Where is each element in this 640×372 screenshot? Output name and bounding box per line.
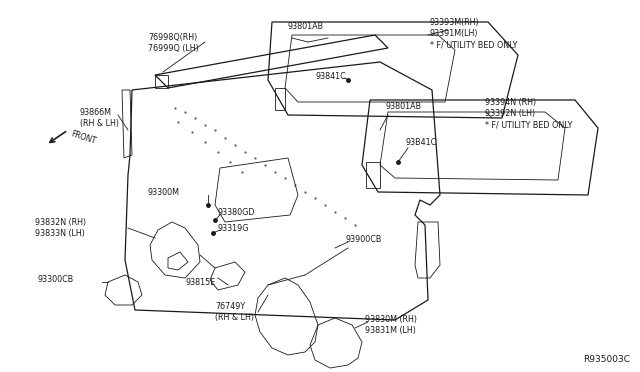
Text: 93300CB: 93300CB xyxy=(38,275,74,284)
Text: 76749Y
(RH & LH): 76749Y (RH & LH) xyxy=(215,302,254,322)
Text: 76998Q(RH)
76999Q (LH): 76998Q(RH) 76999Q (LH) xyxy=(148,33,199,53)
Text: 93832N (RH)
93833N (LH): 93832N (RH) 93833N (LH) xyxy=(35,218,86,238)
Text: FRONT: FRONT xyxy=(70,130,97,146)
Text: 93300M: 93300M xyxy=(148,188,180,197)
Text: 93866M
(RH & LH): 93866M (RH & LH) xyxy=(80,108,119,128)
Text: 93830M (RH)
93831M (LH): 93830M (RH) 93831M (LH) xyxy=(365,315,417,335)
Text: 93319G: 93319G xyxy=(218,224,250,233)
Text: 93900CB: 93900CB xyxy=(345,235,381,244)
Text: 93841C: 93841C xyxy=(315,72,346,81)
Text: 93394N (RH)
93392N (LH)
* F/ UTILITY BED ONLY: 93394N (RH) 93392N (LH) * F/ UTILITY BED… xyxy=(485,98,572,129)
Text: R935003C: R935003C xyxy=(583,355,630,364)
Text: 93B41C: 93B41C xyxy=(405,138,436,147)
Text: 93801AB: 93801AB xyxy=(385,102,421,111)
Text: 93393M(RH)
93391M(LH)
* F/ UTILITY BED ONLY: 93393M(RH) 93391M(LH) * F/ UTILITY BED O… xyxy=(430,18,517,49)
Text: 93801AB: 93801AB xyxy=(288,22,324,31)
Text: 93815E: 93815E xyxy=(185,278,215,287)
Text: 93380GD: 93380GD xyxy=(218,208,255,217)
